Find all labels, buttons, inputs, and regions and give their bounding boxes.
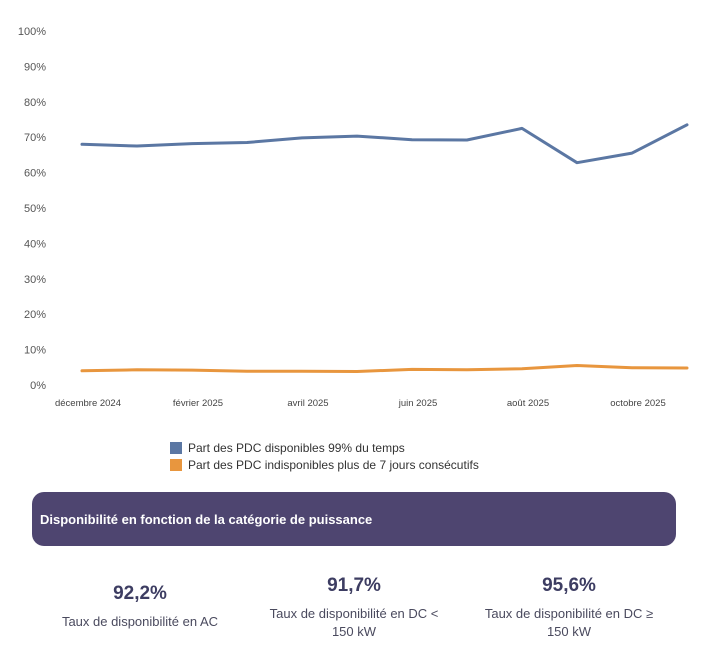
- series-line-0: [80, 123, 689, 165]
- y-tick-label: 70%: [24, 132, 46, 144]
- kpi-ac: 92,2% Taux de disponibilité en AC: [40, 583, 240, 631]
- y-tick-label: 90%: [24, 61, 46, 73]
- y-tick-label: 40%: [24, 238, 46, 250]
- kpi-dc-low-value: 91,7%: [327, 575, 381, 596]
- kpi-ac-value: 92,2%: [113, 583, 167, 604]
- y-tick-label: 30%: [24, 274, 46, 286]
- y-tick-label: 10%: [24, 345, 46, 357]
- y-tick-label: 100%: [18, 26, 46, 38]
- y-tick-label: 0%: [30, 380, 46, 392]
- legend-swatch-unavailable: [170, 458, 182, 471]
- y-tick-label: 80%: [24, 97, 46, 109]
- section-banner: Disponibilité en fonction de la catégori…: [32, 492, 676, 546]
- y-tick-label: 50%: [24, 203, 46, 215]
- x-tick-label: février 2025: [173, 398, 223, 409]
- x-tick-label: juin 2025: [398, 398, 438, 409]
- x-tick-label: décembre 2024: [55, 398, 121, 409]
- section-title: Disponibilité en fonction de la catégori…: [40, 511, 373, 527]
- x-tick-label: octobre 2025: [610, 398, 665, 409]
- x-tick-label: août 2025: [507, 398, 549, 409]
- chart-legend: Part des PDC disponibles 99% du temps Pa…: [170, 439, 479, 473]
- y-tick-label: 60%: [24, 168, 46, 180]
- kpi-dc-low-label: Taux de disponibilité en DC < 150 kW: [269, 606, 439, 639]
- legend-swatch-available: [170, 441, 182, 454]
- legend-item-available: Part des PDC disponibles 99% du temps: [170, 439, 479, 456]
- kpi-dc-low: 91,7% Taux de disponibilité en DC < 150 …: [260, 575, 448, 641]
- legend-item-unavailable: Part des PDC indisponibles plus de 7 jou…: [170, 456, 479, 473]
- kpi-ac-label: Taux de disponibilité en AC: [61, 614, 219, 629]
- series-line-1: [80, 364, 689, 373]
- kpi-dc-high-value: 95,6%: [542, 575, 596, 596]
- kpi-dc-high: 95,6% Taux de disponibilité en DC ≥ 150 …: [474, 575, 664, 641]
- kpi-dc-high-label: Taux de disponibilité en DC ≥ 150 kW: [484, 606, 654, 639]
- legend-label-available: Part des PDC disponibles 99% du temps: [188, 440, 405, 455]
- x-tick-label: avril 2025: [287, 398, 328, 409]
- line-chart: 0% 10% 20% 30% 40% 50% 60% 70% 80% 90% 100% décembr…: [18, 26, 689, 409]
- y-tick-label: 20%: [24, 309, 46, 321]
- legend-label-unavailable: Part des PDC indisponibles plus de 7 jou…: [188, 457, 479, 472]
